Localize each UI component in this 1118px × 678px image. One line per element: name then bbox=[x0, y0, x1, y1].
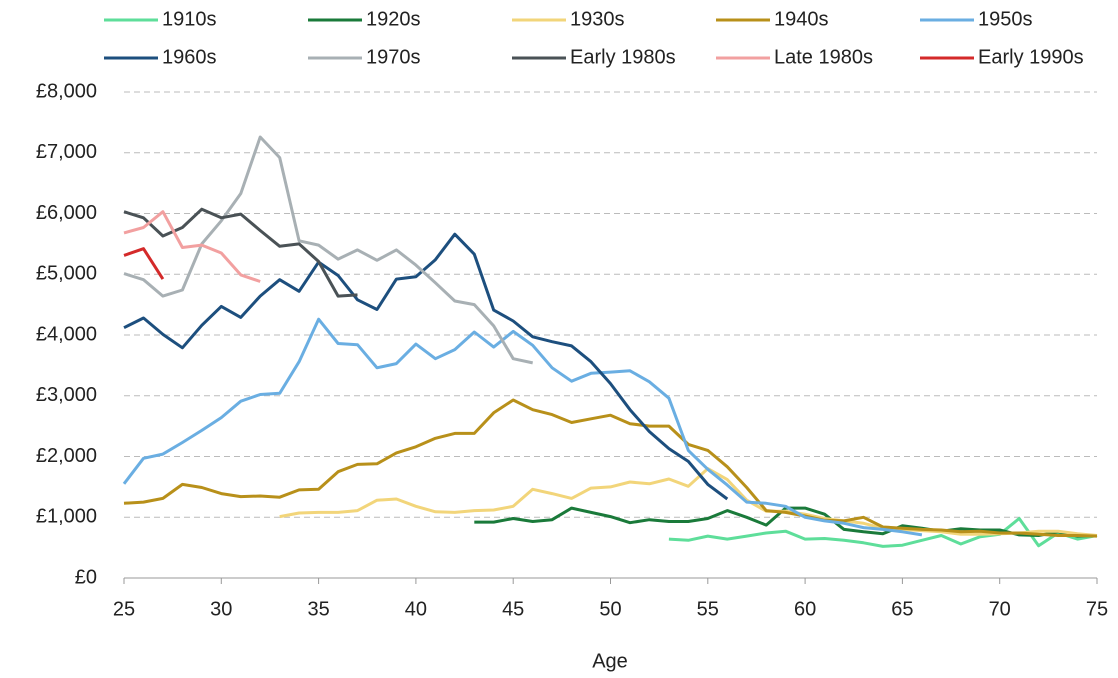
legend-label: 1910s bbox=[162, 8, 217, 30]
series-line bbox=[123, 247, 165, 280]
x-tick-label: 75 bbox=[1086, 598, 1108, 620]
y-tick-label: £0 bbox=[75, 566, 97, 588]
legend-label: 1940s bbox=[774, 8, 829, 30]
x-tick-label: 25 bbox=[113, 598, 135, 620]
x-tick-label: 35 bbox=[307, 598, 329, 620]
series-line bbox=[123, 398, 1098, 538]
legend-label: 1920s bbox=[366, 8, 421, 30]
x-tick-label: 65 bbox=[891, 598, 913, 620]
legend-label: 1930s bbox=[570, 8, 625, 30]
legend-label: 1960s bbox=[162, 46, 217, 68]
y-tick-label: £4,000 bbox=[36, 323, 97, 345]
legend-label: 1950s bbox=[978, 8, 1033, 30]
x-axis-title: Age bbox=[592, 650, 628, 672]
y-tick-label: £1,000 bbox=[36, 506, 97, 528]
y-tick-label: £2,000 bbox=[36, 445, 97, 467]
legend-label: 1970s bbox=[366, 46, 421, 68]
x-tick-label: 55 bbox=[697, 598, 719, 620]
series-line bbox=[122, 317, 923, 537]
y-tick-label: £5,000 bbox=[36, 263, 97, 285]
series-line bbox=[474, 506, 1098, 538]
legend-label: Early 1980s bbox=[570, 46, 676, 68]
x-tick-label: 40 bbox=[405, 598, 427, 620]
series-line bbox=[123, 135, 534, 365]
y-tick-label: £6,000 bbox=[36, 202, 97, 224]
y-tick-label: £3,000 bbox=[36, 384, 97, 406]
legend-label: Late 1980s bbox=[774, 46, 873, 68]
series-line bbox=[123, 210, 261, 283]
y-tick-label: £8,000 bbox=[36, 80, 97, 102]
series-line bbox=[279, 467, 1098, 537]
series-line bbox=[123, 232, 729, 501]
x-tick-label: 50 bbox=[599, 598, 621, 620]
y-tick-label: £7,000 bbox=[36, 141, 97, 163]
legend-label: Early 1990s bbox=[978, 46, 1084, 68]
series-line bbox=[668, 517, 1098, 548]
series-line bbox=[123, 207, 358, 298]
x-tick-label: 70 bbox=[989, 598, 1011, 620]
x-tick-label: 30 bbox=[210, 598, 232, 620]
x-tick-label: 60 bbox=[794, 598, 816, 620]
x-tick-label: 45 bbox=[502, 598, 524, 620]
